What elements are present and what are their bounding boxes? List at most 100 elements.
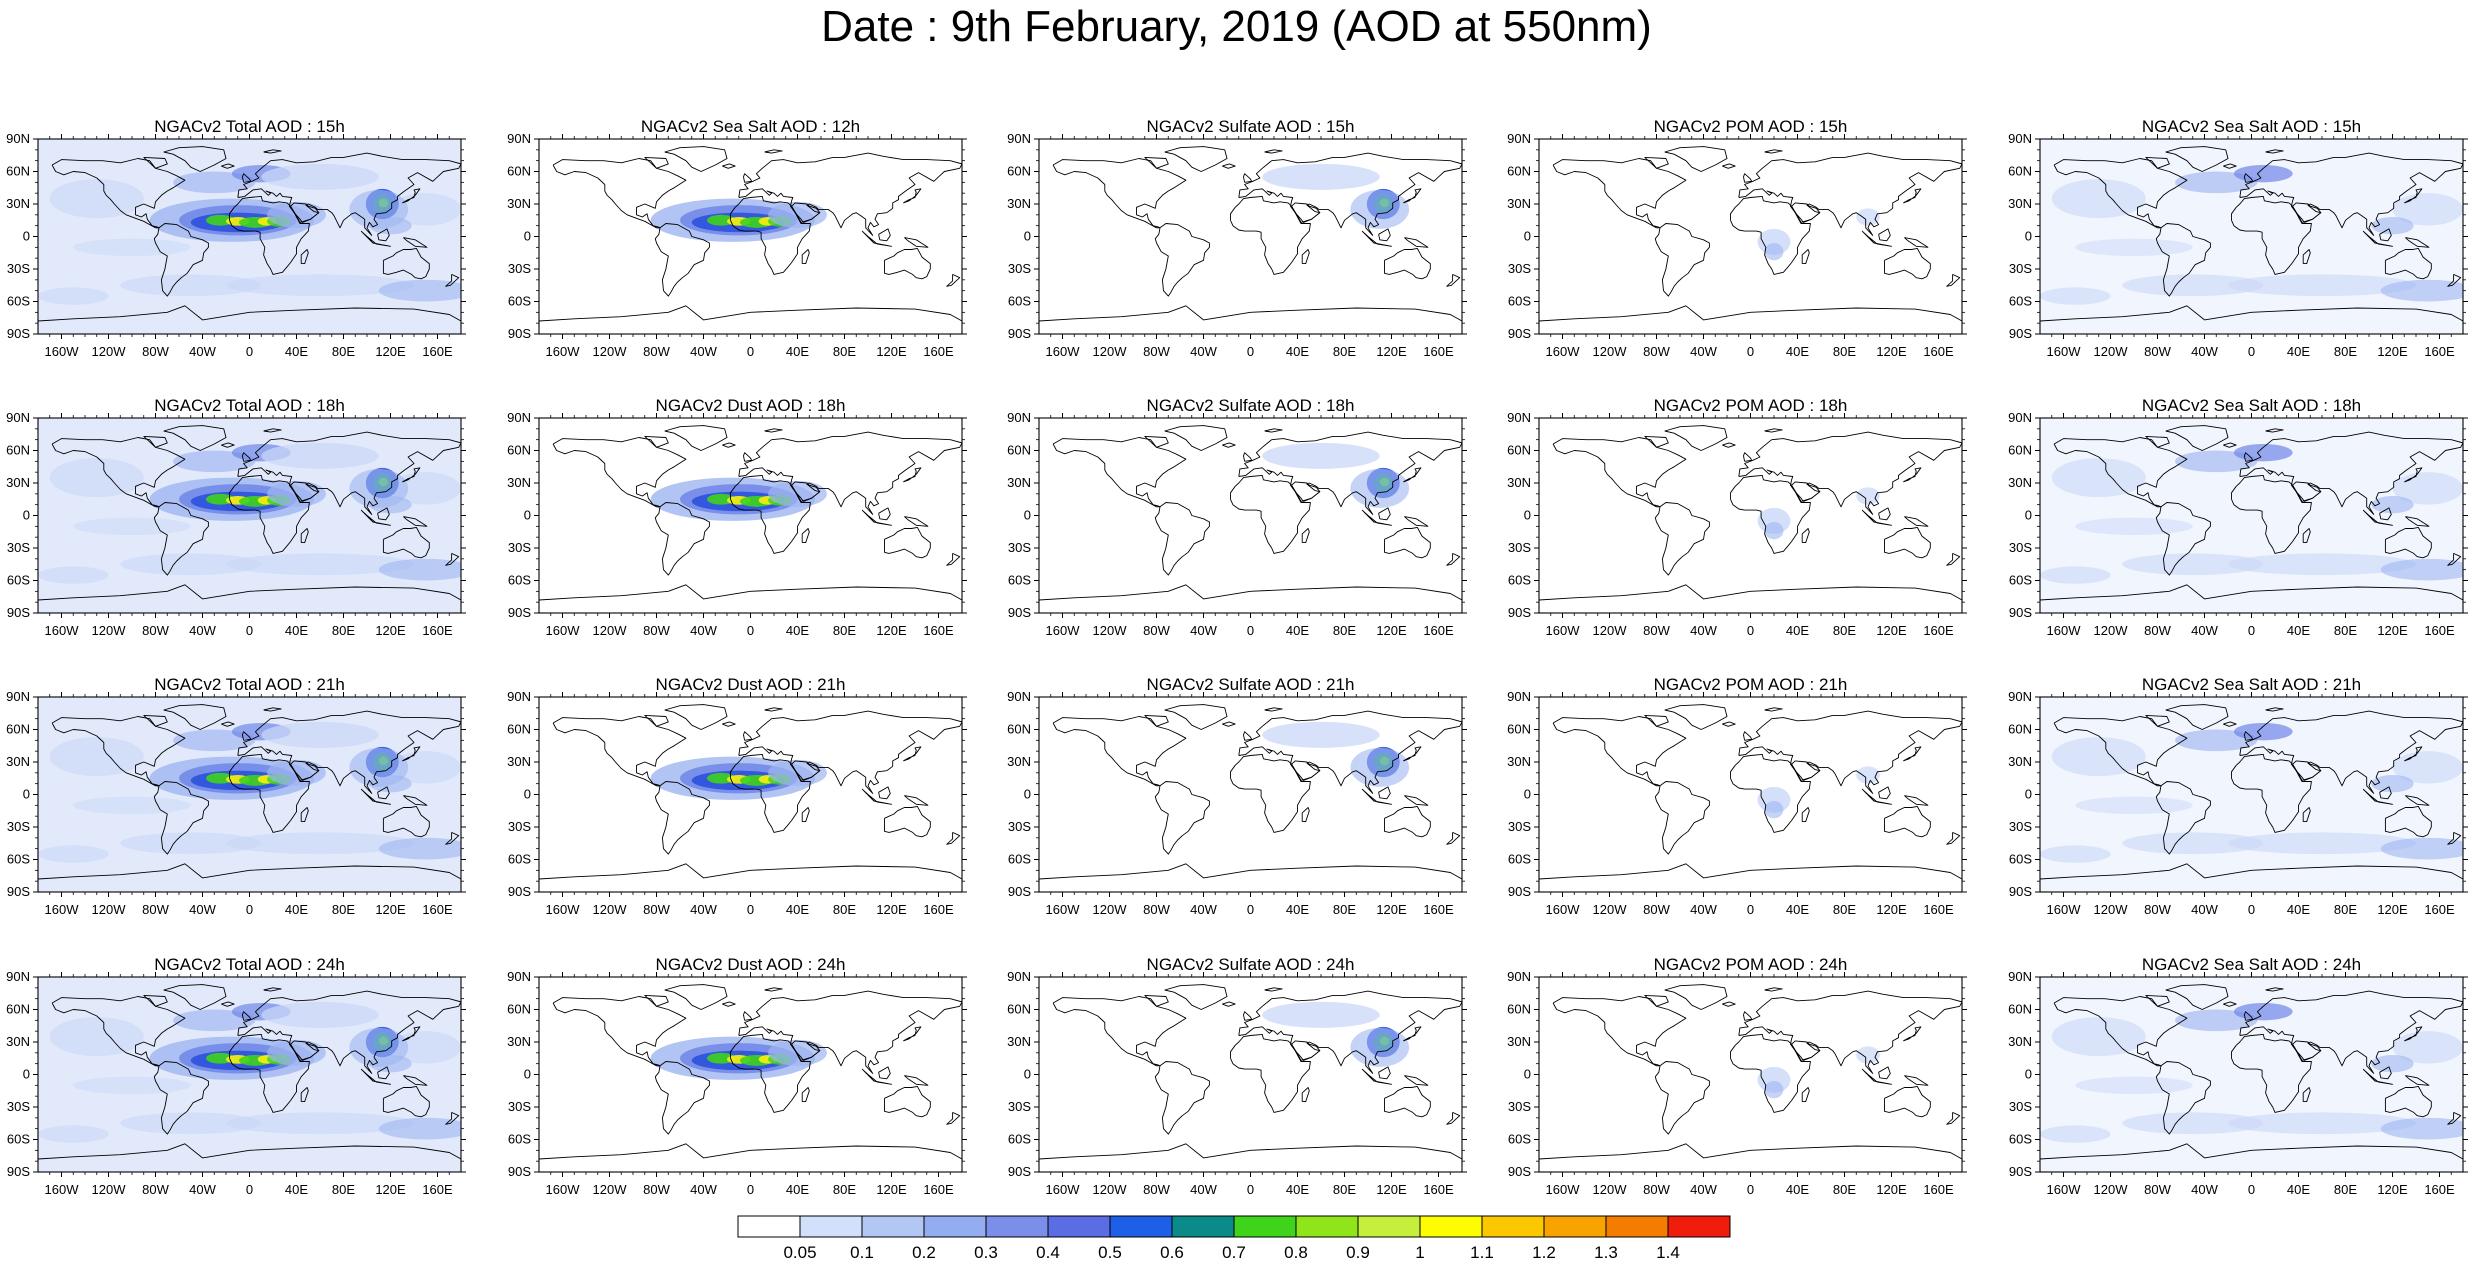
coastline [1052, 716, 1187, 787]
lon-tick-label: 0 [747, 344, 754, 359]
coastline [1404, 516, 1429, 527]
coastline [1446, 552, 1461, 566]
lon-tick-label: 80W [142, 1182, 169, 1197]
lon-tick-label: 80E [332, 902, 355, 917]
aod-plume [73, 1076, 191, 1095]
lat-tick-label: 60S [1008, 1132, 1031, 1147]
lon-tick-label: 160E [923, 623, 954, 638]
coastline [221, 721, 235, 727]
lon-tick-label: 40E [786, 1182, 809, 1197]
coastline [904, 795, 929, 806]
aod-plume [2040, 566, 2111, 584]
lon-tick-label: 160W [1046, 1182, 1081, 1197]
coastline [402, 1026, 421, 1042]
lon-tick-label: 120E [1876, 623, 1907, 638]
coastline [1230, 474, 1311, 554]
lat-tick-label: 30S [508, 1099, 531, 1114]
coastline [2155, 502, 2211, 576]
lat-tick-label: 0 [2025, 787, 2032, 802]
lon-tick-label: 160E [923, 1182, 954, 1197]
lon-tick-label: 120W [593, 902, 628, 917]
coastline [1644, 994, 1669, 1007]
coastline [382, 247, 430, 280]
lon-tick-label: 40E [2287, 623, 2310, 638]
coastline [801, 528, 810, 544]
coastline [730, 1033, 811, 1113]
lon-tick-label: 160E [2424, 1182, 2455, 1197]
coastline [1884, 1085, 1931, 1118]
lat-tick-label: 30N [1507, 196, 1531, 211]
coastline [1378, 507, 1391, 521]
coastline [764, 987, 783, 992]
aod-plume [1764, 522, 1784, 540]
lon-tick-label: 80W [2144, 1182, 2171, 1197]
lon-tick-label: 40W [1690, 344, 1717, 359]
coastline [143, 714, 168, 727]
coastline [2302, 249, 2311, 265]
aod-plume [120, 274, 262, 297]
panel-title: NGACv2 Sea Salt AOD : 24h [2142, 955, 2361, 974]
coastline [1264, 149, 1283, 154]
coastline [38, 584, 461, 601]
coastline [2243, 731, 2254, 741]
coastline [1291, 760, 1321, 781]
coastline [2239, 990, 2463, 1074]
map-panel: NGACv2 POM AOD : 21h 90N 60N 30N 0 30S 60S 90S 1… [1507, 675, 1967, 917]
coastline [163, 146, 227, 172]
aod-plume [2371, 1055, 2414, 1073]
aod-plume [73, 796, 191, 814]
coastline [2239, 152, 2463, 236]
coastline [2265, 428, 2284, 433]
colorbar-label: 1 [1415, 1243, 1424, 1261]
coastline [946, 273, 961, 287]
lat-tick-label: 30S [1508, 540, 1531, 555]
coastline [730, 474, 811, 554]
coastline [1801, 528, 1810, 544]
coastline [221, 1001, 235, 1007]
panel-title: NGACv2 Total AOD : 15h [154, 117, 345, 136]
coastline [791, 481, 821, 502]
coastline [1539, 863, 1962, 880]
coastline [1039, 584, 1462, 601]
lat-tick-label: 90S [1508, 1164, 1531, 1179]
coastline [1264, 428, 1283, 433]
lat-tick-label: 60N [1007, 722, 1031, 737]
lon-tick-label: 80W [643, 902, 670, 917]
coastline [903, 188, 922, 204]
coastline [722, 721, 736, 727]
aod-plume [2051, 458, 2146, 498]
coastline [1878, 228, 1891, 242]
coastline [1144, 435, 1169, 448]
lon-tick-label: 160W [1546, 344, 1581, 359]
aod-plume [1262, 442, 1380, 469]
coastline [539, 584, 962, 601]
coastline [1301, 528, 1310, 544]
lon-tick-label: 160E [422, 902, 453, 917]
aod-plume [2075, 796, 2193, 814]
lat-tick-label: 60S [7, 294, 30, 309]
coastline [2265, 707, 2284, 712]
coastline [1946, 273, 1961, 287]
aod-plume [2392, 1031, 2463, 1064]
aod-plume [349, 747, 409, 787]
lat-tick-label: 30N [1007, 1034, 1031, 1049]
lon-tick-label: 160W [546, 344, 581, 359]
panel-title: NGACv2 Total AOD : 18h [154, 396, 345, 415]
lat-tick-label: 90S [2009, 605, 2032, 620]
coastline [1243, 731, 1253, 741]
panel-title: NGACv2 POM AOD : 15h [1654, 117, 1848, 136]
lat-tick-label: 60S [1008, 294, 1031, 309]
lon-tick-label: 80W [1143, 902, 1170, 917]
aod-plume [2392, 751, 2463, 784]
coastline [241, 731, 252, 741]
lon-tick-label: 120W [92, 902, 127, 917]
lon-tick-label: 0 [1247, 1182, 1254, 1197]
lat-tick-label: 60N [2008, 722, 2032, 737]
lat-tick-label: 30S [1008, 540, 1031, 555]
colorbar-label: 1.4 [1656, 1243, 1680, 1261]
lon-tick-label: 160E [1423, 344, 1454, 359]
coastline [1884, 526, 1931, 559]
map-frame [1538, 138, 1963, 335]
lat-tick-label: 90S [1008, 1164, 1031, 1179]
lon-tick-label: 40W [1690, 1182, 1717, 1197]
